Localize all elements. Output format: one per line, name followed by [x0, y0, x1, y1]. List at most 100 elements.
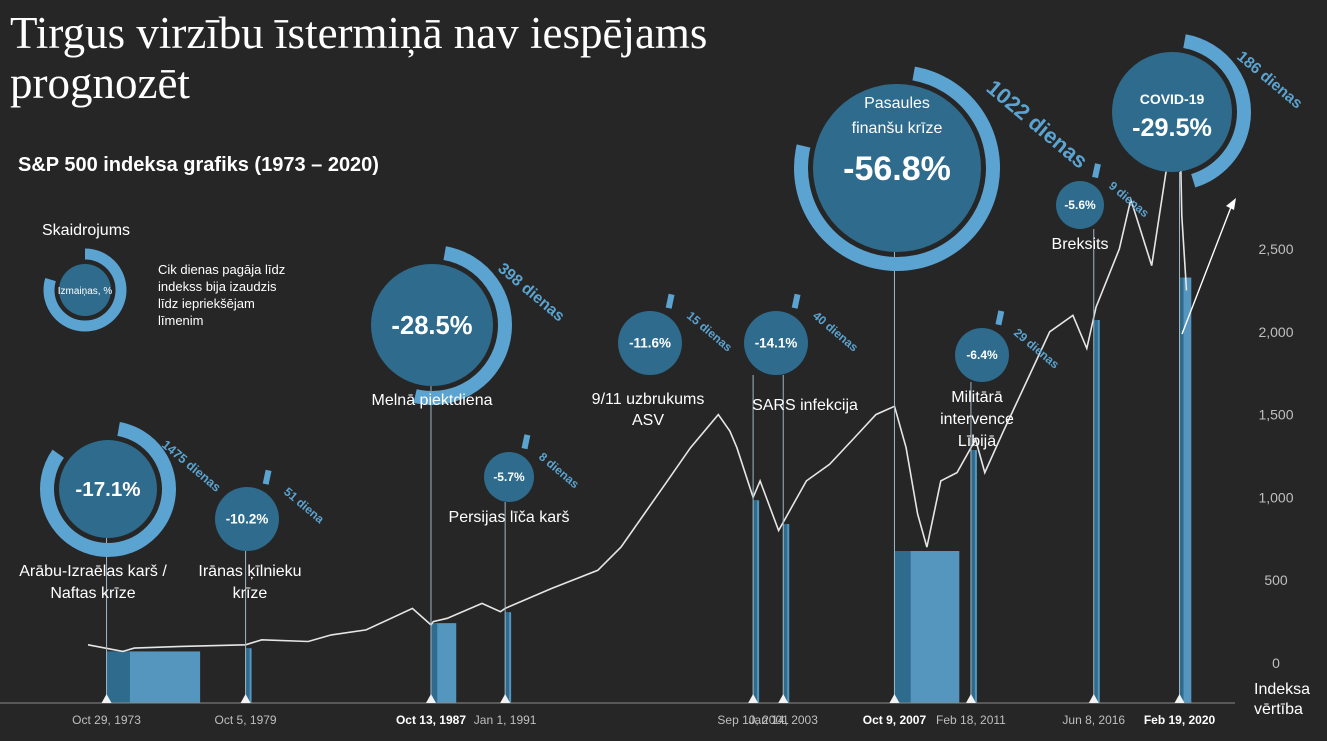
event-days-ring — [40, 421, 176, 557]
y-tick-label: 1,500 — [1258, 407, 1293, 423]
recovery-bar-shade — [106, 651, 130, 703]
x-tick-label: Feb 18, 2011 — [936, 713, 1006, 727]
legend-heading: Skaidrojums — [42, 222, 130, 239]
y-axis-label-line1: Indeksa — [1254, 681, 1310, 698]
x-tick-label: Feb 19, 2020 — [1144, 713, 1216, 727]
x-tick-marker — [500, 694, 511, 703]
x-tick-label: Oct 13, 1987 — [396, 713, 466, 727]
x-tick-label: Jun 8, 2016 — [1062, 713, 1125, 727]
event-name-label: Irānas ķīlnieku — [198, 563, 301, 580]
y-tick-label: 2,500 — [1258, 241, 1293, 257]
recovery-bar-shade — [970, 450, 975, 703]
event-change-value: -28.5% — [391, 312, 472, 340]
page-title: Tirgus virzību īstermiņā nav iespējams p… — [10, 8, 708, 108]
x-tick-marker — [240, 694, 251, 703]
event-days-tick — [1092, 163, 1101, 179]
event-bubble — [371, 264, 493, 386]
event-days-tick — [262, 469, 272, 485]
sp500-index-line — [87, 103, 1188, 653]
legend-desc-1: Cik dienas pagāja līdz — [158, 262, 285, 277]
y-tick-label: 500 — [1264, 572, 1288, 588]
event-name-label: COVID-19 — [1140, 91, 1205, 107]
event-bubble — [1112, 52, 1232, 172]
event-name-label: Militārā — [951, 389, 1003, 406]
event-days-ring — [352, 244, 512, 405]
x-tick-marker — [965, 694, 976, 703]
recovery-bar-shade — [1179, 277, 1184, 703]
event-days-ring — [794, 65, 1000, 271]
event-name-label: Melnā piektdiena — [372, 392, 493, 409]
event-change-value: -11.6% — [629, 336, 671, 351]
event-change-value: -17.1% — [75, 478, 140, 501]
y-axis-ticks: 0 500 1,000 1,500 2,000 2,500 — [1258, 241, 1293, 671]
recovery-bar — [1179, 277, 1192, 703]
event-change-value: -10.2% — [226, 512, 269, 527]
event-change-value: -14.1% — [755, 336, 798, 351]
x-tick-label: Jan 1, 1991 — [474, 713, 537, 727]
y-tick-label: 0 — [1272, 655, 1280, 671]
event-days-label: 8 dienas — [536, 450, 582, 492]
event-change-value: -56.8% — [843, 150, 951, 188]
trend-arrow-head — [1226, 198, 1236, 210]
event-name-label: Arābu-Izraēlas karš / — [19, 563, 167, 580]
event-name-label: Persijas līča karš — [449, 509, 570, 526]
chart-subtitle: S&P 500 indeksa grafiks (1973 – 2020) — [18, 154, 379, 176]
trend-arrow — [1181, 201, 1234, 335]
event-days-label: 9 dienas — [1106, 179, 1152, 221]
event-bubble — [1056, 181, 1104, 229]
legend-sample-ring — [43, 248, 127, 332]
event-name-label: SARS infekcija — [752, 397, 858, 414]
event-days-tick — [665, 293, 675, 309]
event-days-tick — [521, 434, 531, 450]
recovery-bar-shade — [783, 523, 788, 703]
event-bubble — [955, 328, 1009, 382]
event-days-label: 15 dienas — [684, 309, 735, 355]
legend-inner-label: Izmaiņas, % — [58, 286, 113, 297]
x-tick-label: Oct 5, 1979 — [215, 713, 277, 727]
legend-desc-4: līmenim — [158, 313, 204, 328]
recovery-bar-shade — [430, 623, 438, 703]
event-name-label: intervence — [940, 411, 1014, 428]
event-bubble — [744, 311, 808, 375]
x-tick-marker — [889, 694, 900, 703]
x-tick-marker — [425, 694, 436, 703]
y-tick-label: 2,000 — [1258, 324, 1293, 340]
event-bubble — [484, 452, 534, 502]
y-tick-label: 1,000 — [1258, 489, 1293, 505]
event-change-value: -5.6% — [1064, 198, 1096, 212]
recovery-bar-shade — [505, 612, 510, 703]
legend-desc-3: līdz iepriekšējam — [158, 296, 255, 311]
recovery-bar-shade — [894, 551, 911, 703]
recovery-bar-shade — [245, 648, 250, 703]
event-name-label: 9/11 uzbrukums — [592, 391, 705, 408]
event-days-label: 51 diena — [281, 485, 327, 527]
event-days-tick — [791, 293, 801, 309]
event-name-label: ASV — [632, 412, 664, 429]
event-name-label: finanšu krīze — [852, 120, 943, 137]
event-change-value: -29.5% — [1132, 114, 1212, 142]
event-change-value: -6.4% — [966, 348, 998, 362]
event-name-label: Pasaules — [864, 95, 930, 112]
event-name-label: Lībijā — [958, 433, 996, 450]
event-name-label: Breksits — [1052, 236, 1109, 253]
event-name-label: krīze — [233, 585, 268, 602]
event-bubble — [813, 84, 981, 252]
x-tick-marker — [778, 694, 789, 703]
recovery-bar-shade — [753, 500, 758, 703]
event-days-ring — [1093, 33, 1251, 191]
x-axis-ticks: Oct 29, 1973 Oct 5, 1979 Oct 13, 1987 Jan 1… — [72, 694, 1216, 727]
x-tick-label: Sep 10, 2001 — [717, 713, 789, 727]
event-days-label: 40 dienas — [810, 309, 861, 355]
event-bubble — [59, 440, 157, 538]
event-days-tick — [995, 310, 1005, 326]
x-tick-label: Oct 29, 1973 — [72, 713, 141, 727]
x-tick-label: Oct 9, 2007 — [863, 713, 927, 727]
legend-explainer: Skaidrojums Izmaiņas, % Cik dienas pagāj… — [42, 222, 285, 332]
event-bubble — [215, 487, 279, 551]
y-axis-label-line2: vērtība — [1254, 701, 1303, 718]
event-bubble — [618, 311, 682, 375]
event-name-label: Naftas krīze — [50, 585, 135, 602]
x-tick-marker — [748, 694, 759, 703]
